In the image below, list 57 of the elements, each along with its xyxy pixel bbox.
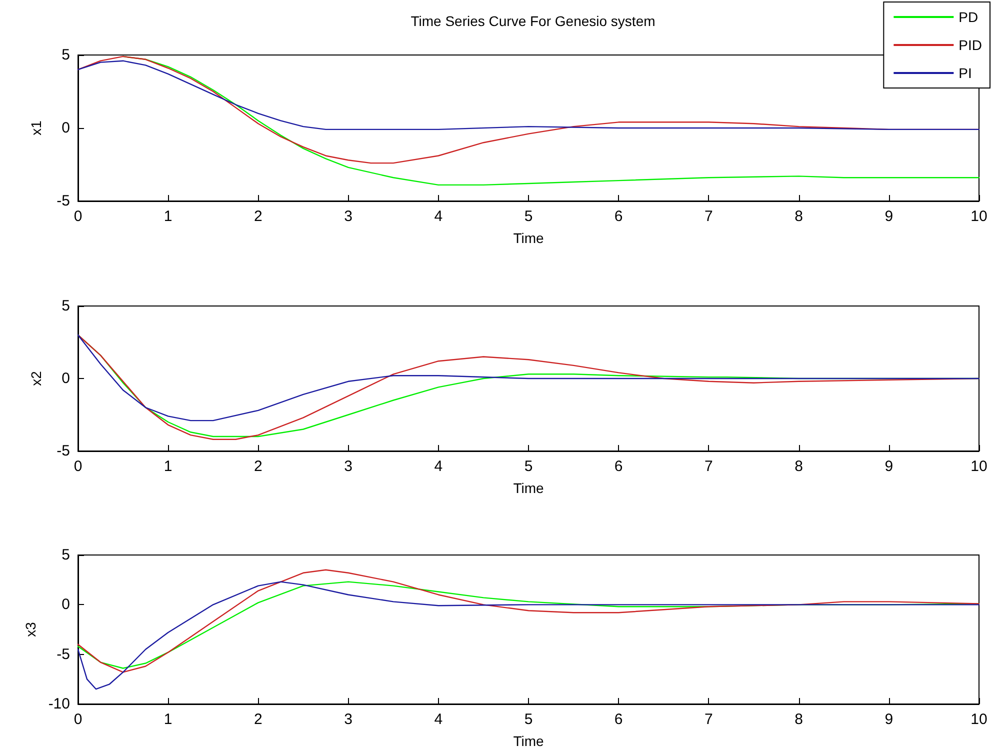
x-tick-label: 2 <box>254 208 262 225</box>
x-tick-label: 6 <box>614 458 623 475</box>
x-tick-label: 2 <box>254 458 262 475</box>
legend-label: PD <box>958 9 978 25</box>
line-series <box>77 60 980 130</box>
x-tick-label: 1 <box>164 711 172 728</box>
x-axis-title: Time <box>513 230 544 246</box>
x-tick-label: 5 <box>524 208 533 225</box>
x-tick-label: 3 <box>344 208 352 225</box>
x-tick-label: 8 <box>794 208 803 225</box>
y-tick-label: -5 <box>56 442 70 460</box>
x-axis-title: Time <box>513 733 544 749</box>
x-tick-label: 0 <box>74 208 82 225</box>
x-tick-label: 4 <box>434 208 443 225</box>
y-tick-label: 0 <box>62 596 70 614</box>
legend-label: PID <box>958 37 982 53</box>
y-tick-label: -10 <box>48 696 70 712</box>
y-tick-label: 5 <box>62 298 70 314</box>
x-tick-label: 10 <box>970 458 988 475</box>
y-axis-title: x1 <box>28 120 44 136</box>
line-series <box>77 334 980 422</box>
x-tick-label: 10 <box>970 711 988 728</box>
x-tick-label: 2 <box>254 711 262 728</box>
y-tick-label: 5 <box>62 546 70 564</box>
y-axis-title: x3 <box>22 622 38 637</box>
y-tick-label: 5 <box>62 46 70 64</box>
y-tick-label: -5 <box>56 646 70 663</box>
x-tick-label: 1 <box>164 458 172 475</box>
x-tick-label: 9 <box>884 711 894 728</box>
chart-title: Time Series Curve For Genesio system <box>410 13 656 29</box>
x-tick-label: 4 <box>434 711 443 728</box>
x-tick-label: 7 <box>704 208 713 225</box>
legend-label: PI <box>958 65 972 81</box>
x-tick-label: 6 <box>614 711 623 728</box>
x-axis-title: Time <box>513 480 544 496</box>
y-axis-title: x2 <box>28 370 44 386</box>
x-tick-label: 4 <box>434 458 443 475</box>
x-tick-label: 1 <box>164 208 172 225</box>
x-tick-label: 3 <box>344 458 352 475</box>
y-tick-label: 0 <box>62 120 70 136</box>
x-tick-label: 8 <box>794 458 803 475</box>
y-tick-label: -5 <box>56 192 70 210</box>
x-tick-label: 7 <box>704 458 713 475</box>
x-tick-label: 10 <box>970 208 988 225</box>
x-tick-label: 5 <box>524 711 533 728</box>
x-tick-label: 0 <box>74 711 82 728</box>
line-series <box>77 581 980 690</box>
x-tick-label: 8 <box>794 711 803 728</box>
y-tick-label: 0 <box>62 370 70 387</box>
x-tick-label: 3 <box>344 711 352 728</box>
x-tick-label: 9 <box>884 208 894 225</box>
x-tick-label: 5 <box>524 458 533 475</box>
x-tick-label: 0 <box>74 458 82 475</box>
x-tick-label: 7 <box>704 711 713 728</box>
line-series <box>77 569 980 673</box>
x-tick-label: 6 <box>614 208 623 225</box>
x-tick-label: 9 <box>884 458 894 475</box>
